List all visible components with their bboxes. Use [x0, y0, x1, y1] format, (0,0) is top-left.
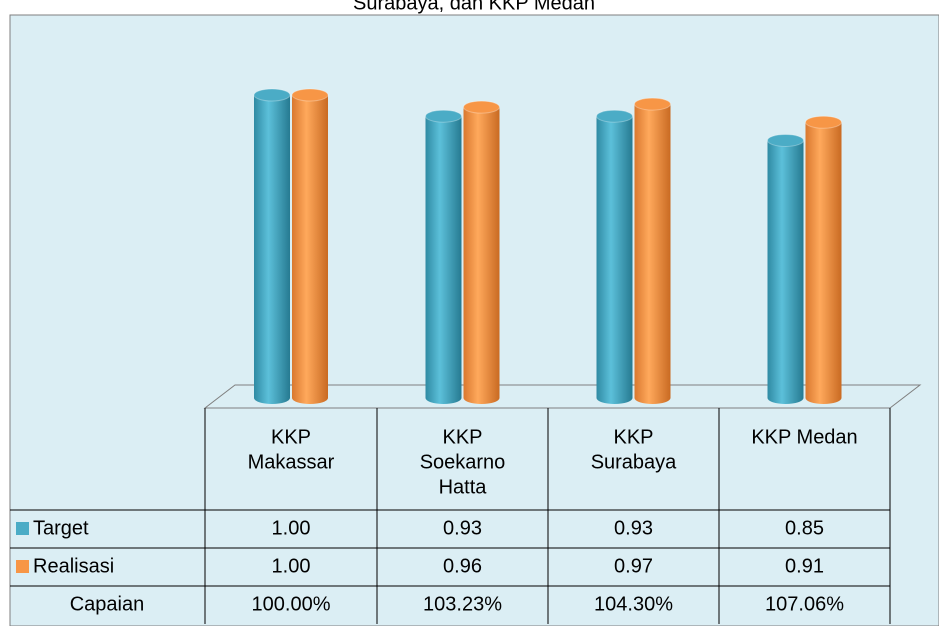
capaian-value: 100.00% — [252, 593, 331, 615]
bar — [253, 88, 291, 404]
data-label: 0.96 — [443, 555, 482, 577]
bar-part — [463, 107, 500, 399]
category-label: Soekarno — [420, 451, 506, 473]
data-label: 0.85 — [785, 517, 824, 539]
capaian-value: 103.23% — [423, 593, 502, 615]
legend-swatch — [16, 522, 29, 535]
category-label: Hatta — [439, 476, 488, 498]
capaian-value: 104.30% — [594, 593, 673, 615]
bar-part — [291, 88, 329, 102]
legend-swatch — [16, 560, 29, 573]
data-label: 1.00 — [272, 517, 311, 539]
data-label: 0.91 — [785, 555, 824, 577]
bar — [596, 109, 633, 404]
legend-label: Target — [33, 517, 89, 539]
category-label: KKP — [271, 426, 311, 448]
chart-title: Surabaya, dan KKP Medan — [353, 0, 595, 14]
bar-part — [292, 95, 328, 398]
bar-part — [805, 122, 842, 399]
bar — [767, 133, 804, 404]
bar-part — [463, 100, 500, 114]
bar-part — [254, 95, 290, 398]
data-label: 0.93 — [443, 517, 482, 539]
data-label: 0.93 — [614, 517, 653, 539]
category-label: KKP Medan — [751, 426, 857, 448]
bar-part — [253, 88, 291, 102]
bar — [291, 88, 329, 404]
category-label: Makassar — [248, 451, 335, 473]
category-label: KKP — [442, 426, 482, 448]
bar-part — [767, 133, 804, 147]
legend-label: Realisasi — [33, 555, 114, 577]
bar-part — [634, 97, 671, 111]
bar-part — [596, 109, 633, 123]
data-label: 1.00 — [272, 555, 311, 577]
bar-part — [634, 104, 671, 398]
capaian-value: 107.06% — [765, 593, 844, 615]
category-label: KKP — [613, 426, 653, 448]
row-label: Capaian — [70, 593, 145, 615]
bar-part — [596, 116, 633, 399]
bar — [425, 109, 462, 404]
category-label: Surabaya — [591, 451, 677, 473]
bar — [805, 115, 842, 404]
bar-part — [767, 140, 804, 398]
bar — [463, 100, 500, 404]
bar-part — [425, 116, 462, 399]
bar-part — [805, 115, 842, 129]
data-label: 0.97 — [614, 555, 653, 577]
bar-part — [425, 109, 462, 123]
bar — [634, 97, 671, 404]
